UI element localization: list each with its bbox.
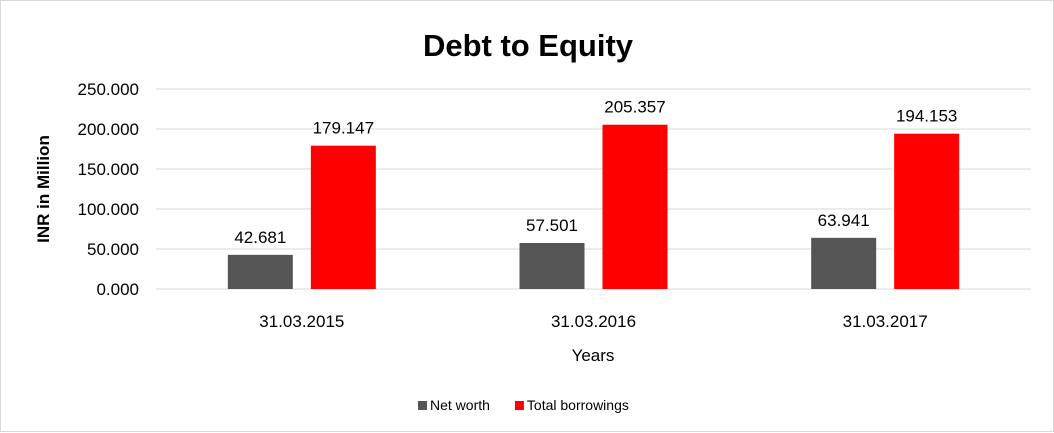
x-tick-label: 31.03.2015 [259,312,344,331]
bar-net-worth [519,242,585,289]
data-label: 179.147 [313,119,374,138]
bar-total-borrowings [894,133,960,289]
x-tick-label: 31.03.2017 [843,312,928,331]
y-tick-label: 100.000 [78,200,139,219]
y-tick-label: 0.000 [96,280,139,299]
data-label: 205.357 [604,98,665,117]
bar-total-borrowings [310,145,376,289]
y-tick-label: 200.000 [78,120,139,139]
legend-label: Net worth [430,397,490,413]
legend-swatch [514,401,524,410]
y-tick-label: 250.000 [78,80,139,99]
x-tick-label: 31.03.2016 [551,312,636,331]
x-axis-label: Years [572,346,615,365]
y-tick-label: 150.000 [78,160,139,179]
y-axis-label: INR in Million [34,135,53,243]
data-label: 42.681 [234,228,286,247]
legend-swatch [418,401,427,410]
data-label: 194.153 [896,107,957,126]
bar-total-borrowings [602,124,668,289]
data-label: 63.941 [818,211,870,230]
chart-title: Debt to Equity [423,28,634,63]
bar-net-worth [227,254,293,289]
data-label: 57.501 [526,216,578,235]
legend: Net worth Total borrowings [418,397,629,413]
bar-net-worth [811,237,877,289]
legend-label: Total borrowings [527,397,629,413]
y-tick-label: 50.000 [87,240,139,259]
